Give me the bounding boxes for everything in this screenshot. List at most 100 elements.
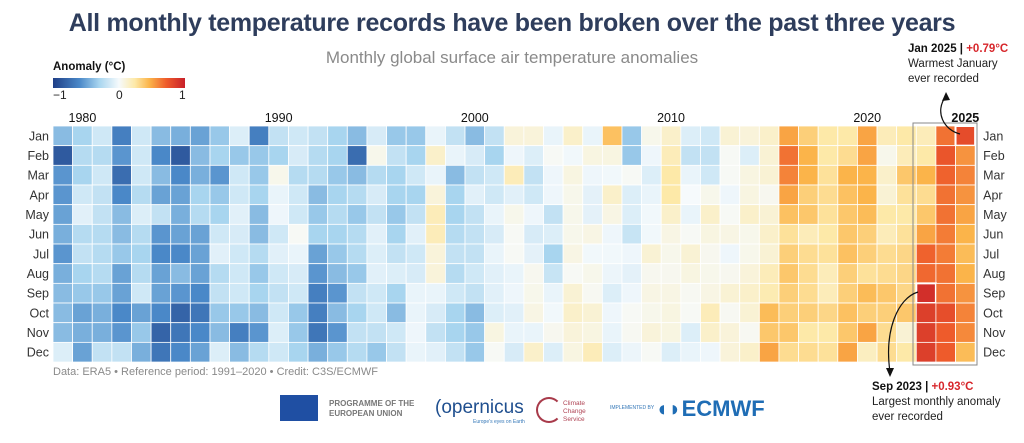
heatmap-cell-1998-jun	[425, 223, 446, 245]
heatmap-cell-2009-apr	[641, 184, 662, 206]
heatmap-cell-2006-mar	[582, 164, 603, 186]
heatmap-cell-2021-aug	[876, 263, 898, 284]
heatmap-cell-2011-jul	[680, 243, 701, 265]
heatmap-cell-1982-may	[111, 204, 132, 225]
month-label-right-aug: Aug	[983, 267, 1005, 281]
heatmap-cell-2003-nov	[523, 322, 544, 343]
heatmap-cell-1999-jun	[444, 223, 466, 245]
heatmap-cell-1981-oct	[91, 302, 113, 324]
heatmap-cell-1985-feb	[170, 145, 191, 166]
heatmap-cell-1993-jul	[327, 243, 348, 265]
heatmap-cell-2005-feb	[562, 145, 584, 166]
heatmap-cell-2024-jan	[935, 125, 956, 147]
heatmap-cell-1990-mar	[268, 164, 289, 186]
month-label-right-dec: Dec	[983, 346, 1005, 360]
heatmap-cell-1986-jan	[189, 125, 211, 147]
year-tick-label-2010: 2010	[657, 111, 685, 125]
heatmap-cell-2010-jul	[660, 243, 682, 265]
heatmap-cell-2006-sep	[582, 282, 603, 304]
heatmap-cell-2014-jan	[739, 125, 760, 147]
annotation-sep2023-line2: ever recorded	[872, 411, 943, 423]
heatmap-cell-2006-nov	[582, 322, 603, 343]
month-label-left-mar: Mar	[27, 169, 49, 183]
heatmap-cell-1989-nov	[248, 322, 270, 343]
heatmap-cell-1984-nov	[150, 322, 172, 343]
heatmap-cell-2015-may	[758, 204, 780, 225]
month-label-left-feb: Feb	[27, 149, 49, 163]
annotation-sep2023-value: +0.93°C	[931, 381, 974, 393]
ecmwf-logo-text: ECMWF	[681, 396, 765, 421]
heatmap-cell-1980-feb	[72, 145, 93, 166]
heatmap-cell-1992-aug	[307, 263, 329, 284]
heatmap-cell-2012-apr	[700, 184, 721, 206]
heatmap-cell-1981-dec	[91, 341, 113, 363]
heatmap-cell-1994-may	[346, 204, 368, 225]
heatmap-cell-1983-feb	[131, 145, 152, 166]
heatmap-cell-2008-apr	[621, 184, 642, 206]
heatmap-cell-1992-nov	[307, 322, 329, 343]
heatmap-cell-1991-apr	[288, 184, 309, 206]
heatmap-cell-2004-oct	[543, 302, 564, 324]
heatmap-cell-2007-apr	[601, 184, 623, 206]
heatmap-cell-2002-oct	[503, 302, 525, 324]
heatmap-cell-1981-jul	[91, 243, 113, 265]
heatmap-cell-1981-mar	[91, 164, 113, 186]
heatmap-cell-1981-apr	[91, 184, 113, 206]
annotation-jan2025-line1: Warmest January	[908, 58, 998, 70]
heatmap-cell-2020-sep	[857, 282, 878, 304]
heatmap-cell-1994-aug	[346, 263, 368, 284]
heatmap-cell-2013-feb	[719, 145, 741, 166]
heatmap-cell-2021-sep	[876, 282, 898, 304]
heatmap-cell-2000-feb	[464, 145, 486, 166]
heatmap-cell-2003-aug	[523, 263, 544, 284]
heatmap-cell-1991-jul	[288, 243, 309, 265]
heatmap-cell-1987-apr	[209, 184, 230, 206]
heatmap-cell-2014-feb	[739, 145, 760, 166]
heatmap-cell-1986-nov	[189, 322, 211, 343]
heatmap-cell-2000-may	[464, 204, 486, 225]
heatmap-cell-1997-aug	[405, 263, 427, 284]
heatmap-cell-1991-feb	[288, 145, 309, 166]
heatmap-cell-2021-may	[876, 204, 898, 225]
heatmap-cell-2011-jan	[680, 125, 701, 147]
heatmap-cell-2024-jun	[935, 223, 956, 245]
heatmap-cell-2000-jul	[464, 243, 486, 265]
heatmap-cell-2009-jan	[641, 125, 662, 147]
heatmap-cell-1998-sep	[425, 282, 446, 304]
heatmap-cell-1983-mar	[131, 164, 152, 186]
heatmap-cell-2015-jan	[758, 125, 780, 147]
heatmap-cell-1994-feb	[346, 145, 368, 166]
heatmap-cell-2019-may	[837, 204, 858, 225]
heatmap-cell-1983-jul	[131, 243, 152, 265]
heatmap-cell-1980-jun	[72, 223, 93, 245]
heatmap-cell-1984-mar	[150, 164, 172, 186]
legend-tick-min: −1	[53, 88, 67, 102]
heatmap-cell-1989-jun	[248, 223, 270, 245]
heatmap-cell-2007-jun	[601, 223, 623, 245]
heatmap-cell-1980-apr	[72, 184, 93, 206]
heatmap-cell-1989-dec	[248, 341, 270, 363]
heatmap-cell-2017-aug	[798, 263, 819, 284]
heatmap-cell-2000-dec	[464, 341, 486, 363]
heatmap-cell-2003-oct	[523, 302, 544, 324]
heatmap-cell-2005-apr	[562, 184, 584, 206]
heatmap-cell-2001-jan	[484, 125, 505, 147]
heatmap-cell-1986-may	[189, 204, 211, 225]
heatmap-cell-2008-jun	[621, 223, 642, 245]
heatmap-cell-2015-feb	[758, 145, 780, 166]
heatmap-cell-2010-feb	[660, 145, 682, 166]
heatmap-cell-2003-jun	[523, 223, 544, 245]
heatmap-cell-1984-jan	[150, 125, 172, 147]
heatmap-cell-2007-jan	[601, 125, 623, 147]
heatmap-cell-2002-jun	[503, 223, 525, 245]
heatmap-cell-1996-sep	[386, 282, 407, 304]
heatmap-cell-1979-mar	[52, 164, 74, 186]
heatmap-cell-2020-apr	[857, 184, 878, 206]
heatmap-cell-2008-dec	[621, 341, 642, 363]
heatmap-cell-1987-jun	[209, 223, 230, 245]
heatmap-cell-1995-may	[366, 204, 387, 225]
heatmap-cell-2005-oct	[562, 302, 584, 324]
annotation-jan2025-label: Jan 2025	[908, 43, 957, 55]
heatmap-cell-2002-aug	[503, 263, 525, 284]
year-tick-label-1990: 1990	[265, 111, 293, 125]
